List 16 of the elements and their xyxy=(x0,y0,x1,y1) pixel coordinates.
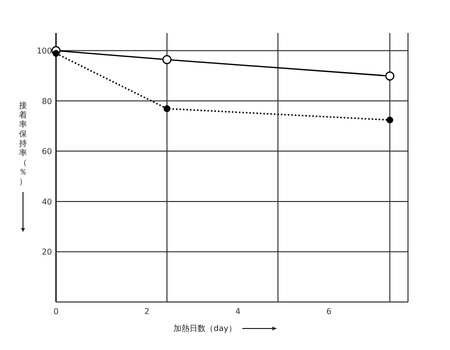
y-tick-label: 40 xyxy=(42,197,52,206)
point xyxy=(52,50,60,57)
x-tick-label: 0 xyxy=(53,307,59,316)
x-tick-label: 4 xyxy=(235,307,240,316)
point xyxy=(386,116,394,124)
y-tick-label: 20 xyxy=(42,248,52,257)
text: 接着率保持率（％） xyxy=(19,101,27,186)
x-tick-label: 6 xyxy=(326,307,332,316)
x-tick-label: 2 xyxy=(144,307,150,316)
y-tick-label: 80 xyxy=(42,96,52,106)
point xyxy=(164,105,170,112)
point xyxy=(385,71,394,81)
y-tick-label: 60 xyxy=(42,147,52,156)
y-tick-label: 100 xyxy=(36,46,52,56)
point xyxy=(162,55,172,64)
x-axis-title: 加熱日数（day） xyxy=(174,324,236,333)
